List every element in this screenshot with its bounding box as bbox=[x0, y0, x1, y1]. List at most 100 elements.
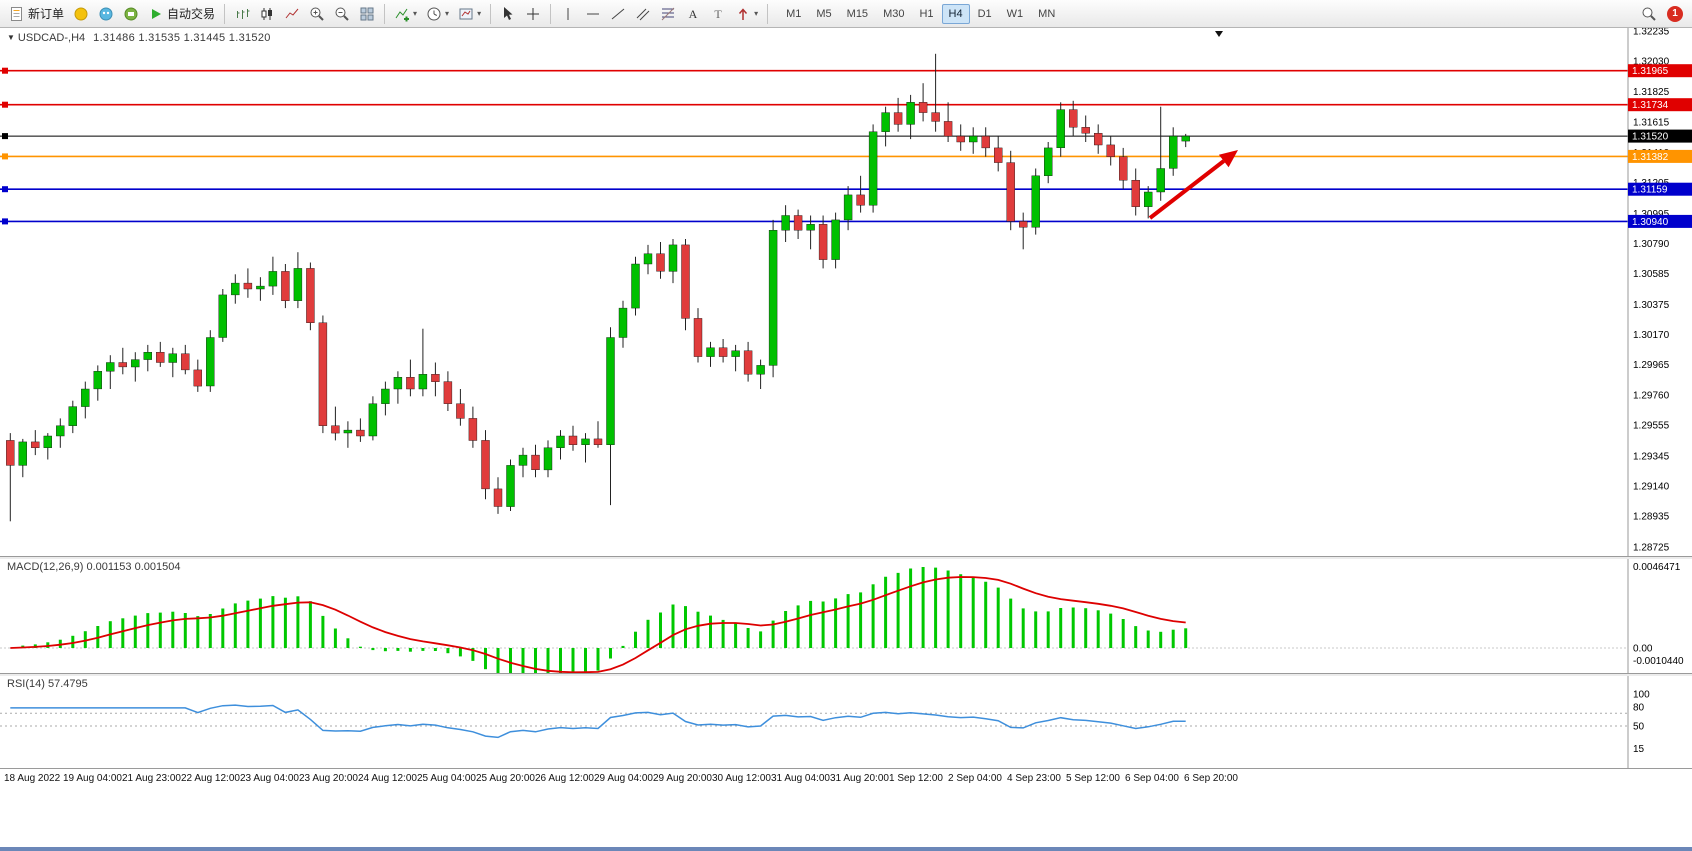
svg-text:1.31159: 1.31159 bbox=[1632, 185, 1668, 196]
svg-text:1.31382: 1.31382 bbox=[1632, 152, 1669, 163]
svg-text:1.29760: 1.29760 bbox=[1633, 390, 1670, 401]
zoom-in-button[interactable] bbox=[305, 2, 329, 25]
new-order-button[interactable]: 新订单 bbox=[5, 2, 68, 25]
price-tag: 1.31159 bbox=[1628, 182, 1692, 196]
timeframe-m5[interactable]: M5 bbox=[816, 7, 832, 20]
macd-signal-line bbox=[10, 576, 1186, 673]
horizontal-level-line[interactable] bbox=[0, 186, 1628, 193]
chat-button[interactable] bbox=[94, 2, 118, 25]
time-axis[interactable]: 18 Aug 2022 19 Aug 04:00 21 Aug 23:00 22 Au… bbox=[0, 768, 1692, 790]
channel-tool[interactable] bbox=[631, 2, 655, 25]
timeframe-d1[interactable]: D1 bbox=[977, 7, 992, 20]
chevron-down-icon: ▾ bbox=[477, 8, 482, 18]
fibonacci-tool[interactable] bbox=[656, 2, 680, 25]
timeframe-mn[interactable]: MN bbox=[1038, 7, 1056, 20]
horizontal-level-line[interactable] bbox=[0, 218, 1628, 225]
vertical-line-tool[interactable] bbox=[556, 2, 580, 25]
news-button[interactable] bbox=[119, 2, 143, 25]
toolbar-separator bbox=[224, 3, 226, 24]
time-label: 4 Sep 23:00 bbox=[1007, 773, 1061, 784]
macd-histogram bbox=[21, 567, 1188, 673]
toolbar-separator bbox=[550, 3, 552, 24]
zoom-out-icon bbox=[335, 7, 349, 21]
text-tool[interactable]: A bbox=[681, 2, 705, 25]
svg-text:1.29140: 1.29140 bbox=[1633, 482, 1670, 493]
chevron-down-icon: ▾ bbox=[445, 8, 450, 18]
time-label: 31 Aug 20:00 bbox=[830, 773, 889, 784]
tile-windows-button[interactable] bbox=[355, 2, 379, 25]
trend-arrow-annotation[interactable] bbox=[1148, 150, 1238, 220]
price-tag: 1.31965 bbox=[1628, 64, 1692, 78]
bar-chart-button[interactable] bbox=[230, 2, 254, 25]
horizontal-level-line[interactable] bbox=[0, 67, 1628, 74]
macd-panel[interactable]: 0.0046471 0.00-0.0010440 bbox=[0, 559, 1692, 673]
symbol-dropdown-icon[interactable]: ▼ bbox=[7, 33, 15, 42]
zoom-out-button[interactable] bbox=[330, 2, 354, 25]
indicators-dropdown[interactable]: ▾ bbox=[390, 2, 421, 25]
notification-badge[interactable]: 1 bbox=[1667, 5, 1683, 22]
timeframe-h4[interactable]: H4 bbox=[941, 3, 970, 24]
symbol-label: USDCAD-,H4 bbox=[17, 32, 86, 44]
tile-windows-icon bbox=[360, 7, 374, 20]
toolbar-right-group: 1 bbox=[1637, 2, 1687, 25]
svg-text:1.31615: 1.31615 bbox=[1633, 118, 1670, 129]
time-label: 30 Aug 12:00 bbox=[712, 773, 771, 784]
window-bottom-edge bbox=[0, 847, 1692, 851]
cursor-tool-button[interactable] bbox=[496, 2, 520, 25]
rsi-axis-label: 100 bbox=[1633, 690, 1650, 701]
horizontal-level-line[interactable] bbox=[0, 133, 1628, 140]
panel-splitter[interactable] bbox=[0, 556, 1692, 559]
templates-dropdown[interactable]: ▾ bbox=[454, 2, 485, 25]
time-label: 23 Aug 04:00 bbox=[240, 773, 299, 784]
community-icon bbox=[74, 7, 88, 20]
toolbar-separator bbox=[384, 3, 386, 24]
candlestick-chart-button[interactable] bbox=[255, 2, 279, 25]
time-label: 2 Sep 04:00 bbox=[948, 773, 1002, 784]
rsi-label: RSI(14) 57.4795 bbox=[7, 678, 88, 690]
line-chart-button[interactable] bbox=[280, 2, 304, 25]
price-chart-panel[interactable]: 1.322351.320301.318251.316151.314101.312… bbox=[0, 28, 1692, 556]
horizontal-level-line[interactable] bbox=[0, 101, 1628, 108]
chart-symbol-header[interactable]: ▼ USDCAD-,H4 1.31486 1.31535 1.31445 1.315… bbox=[7, 32, 271, 44]
timeframe-h1[interactable]: H1 bbox=[919, 7, 934, 20]
community-button[interactable] bbox=[69, 2, 93, 25]
time-label: 25 Aug 20:00 bbox=[476, 773, 535, 784]
autotrading-button[interactable]: 自动交易 bbox=[144, 2, 219, 25]
crosshair-tool-button[interactable] bbox=[521, 2, 545, 25]
svg-text:1.31825: 1.31825 bbox=[1633, 87, 1670, 98]
add-indicator-icon bbox=[395, 8, 410, 21]
svg-text:1.31734: 1.31734 bbox=[1632, 100, 1669, 111]
svg-text:1.30375: 1.30375 bbox=[1633, 300, 1670, 311]
price-tag: 1.31382 bbox=[1628, 149, 1692, 163]
text-label-icon: T bbox=[714, 7, 722, 21]
arrow-shape-icon bbox=[739, 7, 748, 20]
time-label: 21 Aug 23:00 bbox=[122, 773, 181, 784]
time-label: 1 Sep 12:00 bbox=[889, 773, 943, 784]
search-button[interactable] bbox=[1637, 2, 1661, 25]
timeframe-m1[interactable]: M1 bbox=[786, 7, 802, 20]
svg-text:1.30940: 1.30940 bbox=[1632, 217, 1669, 228]
svg-text:1.31520: 1.31520 bbox=[1632, 132, 1669, 143]
trendline-tool[interactable] bbox=[606, 2, 630, 25]
timeframe-m30[interactable]: M30 bbox=[883, 7, 905, 20]
toolbar-separator bbox=[490, 3, 492, 24]
panel-splitter[interactable] bbox=[0, 673, 1692, 676]
horizontal-line-tool[interactable] bbox=[581, 2, 605, 25]
line-chart-icon bbox=[285, 8, 299, 18]
timeframe-w1[interactable]: W1 bbox=[1006, 7, 1024, 20]
macd-axis-label: 0.00 bbox=[1633, 644, 1653, 655]
label-tool[interactable]: T bbox=[706, 2, 730, 25]
time-label: 26 Aug 12:00 bbox=[535, 773, 594, 784]
periods-dropdown[interactable]: ▾ bbox=[422, 2, 453, 25]
price-tag: 1.31734 bbox=[1628, 98, 1692, 112]
chart-shift-marker[interactable] bbox=[1215, 31, 1223, 37]
macd-axis-label: -0.0010440 bbox=[1633, 656, 1684, 667]
svg-text:1.29345: 1.29345 bbox=[1633, 451, 1670, 462]
bar-chart-icon bbox=[237, 8, 250, 19]
arrows-tool-dropdown[interactable]: ▾ bbox=[731, 2, 762, 25]
timeframe-m15[interactable]: M15 bbox=[846, 7, 869, 20]
horizontal-level-line[interactable] bbox=[0, 153, 1628, 160]
svg-text:1.31965: 1.31965 bbox=[1632, 66, 1669, 77]
vertical-line-icon bbox=[567, 7, 569, 20]
